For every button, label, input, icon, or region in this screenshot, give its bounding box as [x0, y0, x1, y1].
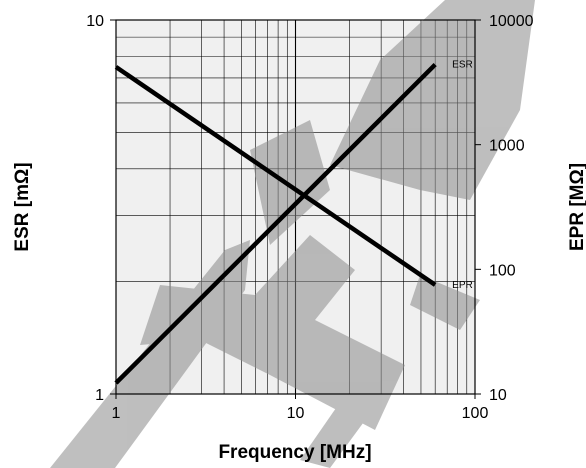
- x-tick-label: 1: [112, 405, 121, 422]
- esr-series-line: [114, 62, 437, 385]
- y2-tick-label: 10000: [489, 13, 534, 30]
- series-lines: [114, 62, 437, 385]
- x-tick-label: 10: [287, 405, 305, 422]
- y-tick-label: 1: [95, 387, 104, 404]
- y2-tick-label: 1000: [489, 138, 525, 155]
- axis-ticks: [110, 19, 481, 399]
- x-axis-title: Frequency [MHz]: [218, 442, 371, 463]
- epr-series-label: EPR: [452, 280, 473, 291]
- y2-tick-label: 10: [489, 387, 507, 404]
- y-axis-title: ESR [mΩ]: [12, 162, 33, 251]
- esr-series-label: ESR: [452, 60, 473, 71]
- y-tick-label: 10: [86, 13, 104, 30]
- y2-axis-title: EPR [MΩ]: [567, 163, 586, 251]
- epr-series-line: [114, 65, 437, 287]
- x-tick-label: 100: [462, 405, 489, 422]
- y2-tick-label: 100: [489, 262, 516, 279]
- series-labels: ESR EPR: [452, 60, 473, 291]
